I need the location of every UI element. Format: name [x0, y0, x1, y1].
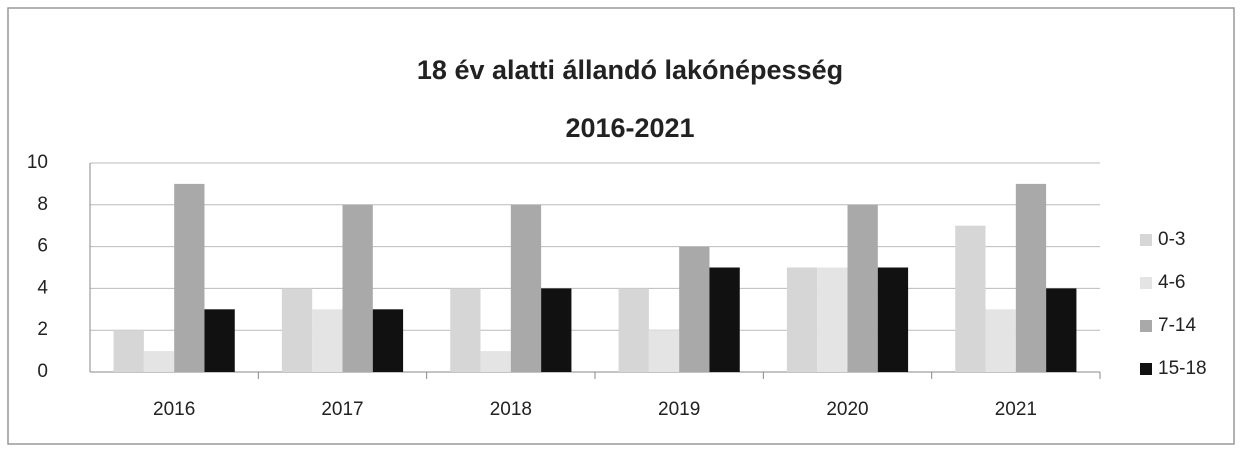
bar: [955, 225, 986, 372]
bar: [618, 288, 649, 372]
legend-swatch: [1140, 277, 1152, 289]
y-tick-label: 8: [37, 194, 48, 215]
y-tick-label: 2: [37, 319, 48, 340]
bar: [985, 309, 1016, 372]
x-tick-label: 2020: [826, 399, 868, 420]
legend-label: 0-3: [1158, 229, 1185, 250]
x-tick-label: 2016: [153, 399, 195, 420]
bar: [174, 183, 205, 372]
bar: [817, 267, 848, 372]
bar: [450, 288, 481, 372]
bar: [510, 204, 542, 372]
bar: [113, 330, 144, 372]
chart-subtitle: 2016-2021: [565, 113, 694, 143]
x-tick-label: 2021: [995, 399, 1037, 420]
bar: [541, 288, 572, 372]
bar: [648, 330, 680, 372]
legend-label: 15-18: [1158, 358, 1207, 379]
y-tick-label: 10: [27, 152, 48, 173]
bar: [786, 267, 818, 372]
bar: [679, 246, 710, 372]
bar: [312, 309, 343, 372]
legend-swatch: [1140, 363, 1152, 375]
legend-swatch: [1140, 320, 1152, 332]
x-tick-label: 2018: [490, 399, 532, 420]
bar: [281, 288, 313, 372]
bar: [372, 309, 404, 372]
bar: [1015, 183, 1047, 372]
legend-label: 4-6: [1158, 272, 1185, 293]
bar: [847, 204, 878, 372]
legend-swatch: [1140, 234, 1152, 246]
y-tick-label: 4: [37, 277, 48, 298]
y-tick-label: 6: [37, 236, 48, 257]
bar: [709, 267, 740, 372]
bar: [204, 309, 235, 372]
bar: [143, 351, 175, 372]
chart-title: 18 év alatti állandó lakónépesség: [417, 55, 843, 85]
x-tick-label: 2019: [658, 399, 700, 420]
bar: [342, 204, 373, 372]
bar: [877, 267, 909, 372]
x-tick-label: 2017: [321, 399, 363, 420]
bar: [1046, 288, 1077, 372]
legend-label: 7-14: [1158, 315, 1196, 336]
bar: [480, 351, 511, 372]
y-tick-label: 0: [37, 361, 48, 382]
